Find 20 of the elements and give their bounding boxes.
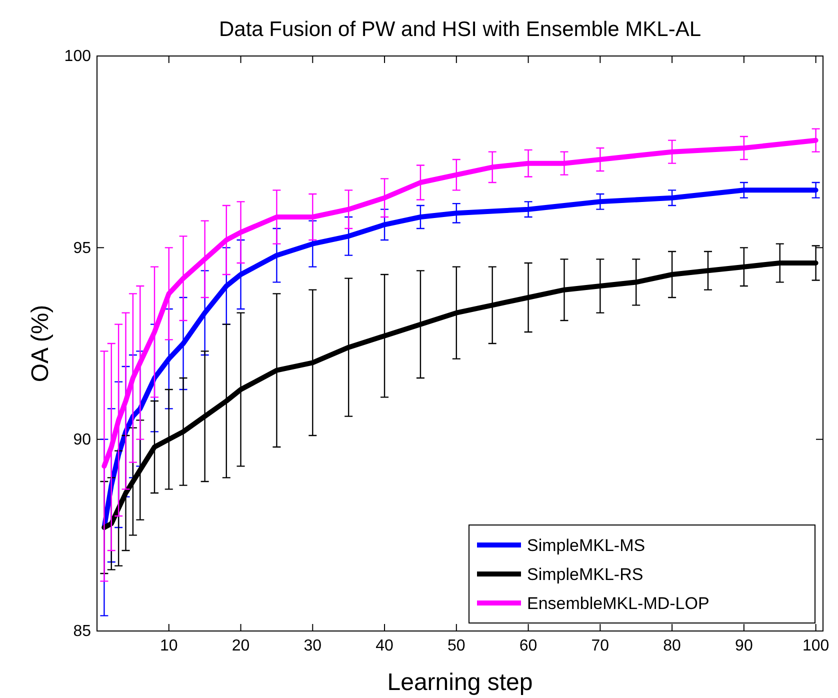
x-tick-label: 50	[448, 637, 466, 654]
x-tick-label: 100	[802, 637, 830, 654]
x-tick-label: 20	[232, 637, 250, 654]
x-axis-title: Learning step	[387, 669, 533, 696]
x-tick-label: 10	[160, 637, 178, 654]
x-tick-label: 40	[376, 637, 394, 654]
y-tick-label: 90	[73, 431, 92, 448]
x-tick-label: 60	[519, 637, 538, 654]
legend-label: EnsembleMKL-MD-LOP	[527, 594, 710, 613]
y-tick-label: 100	[64, 48, 92, 66]
y-tick-label: 95	[73, 240, 92, 257]
legend-label: SimpleMKL-MS	[527, 536, 646, 555]
chart-title: Data Fusion of PW and HSI with Ensemble MKL-AL	[218, 18, 702, 41]
x-tick-label: 80	[663, 637, 682, 654]
y-axis-title: OA (%)	[27, 304, 54, 382]
x-tick-label: 70	[591, 637, 610, 654]
x-tick-label: 30	[304, 637, 322, 654]
x-tick-label: 90	[735, 637, 753, 654]
y-tick-label: 85	[73, 623, 92, 640]
legend-label: SimpleMKL-RS	[527, 565, 644, 584]
